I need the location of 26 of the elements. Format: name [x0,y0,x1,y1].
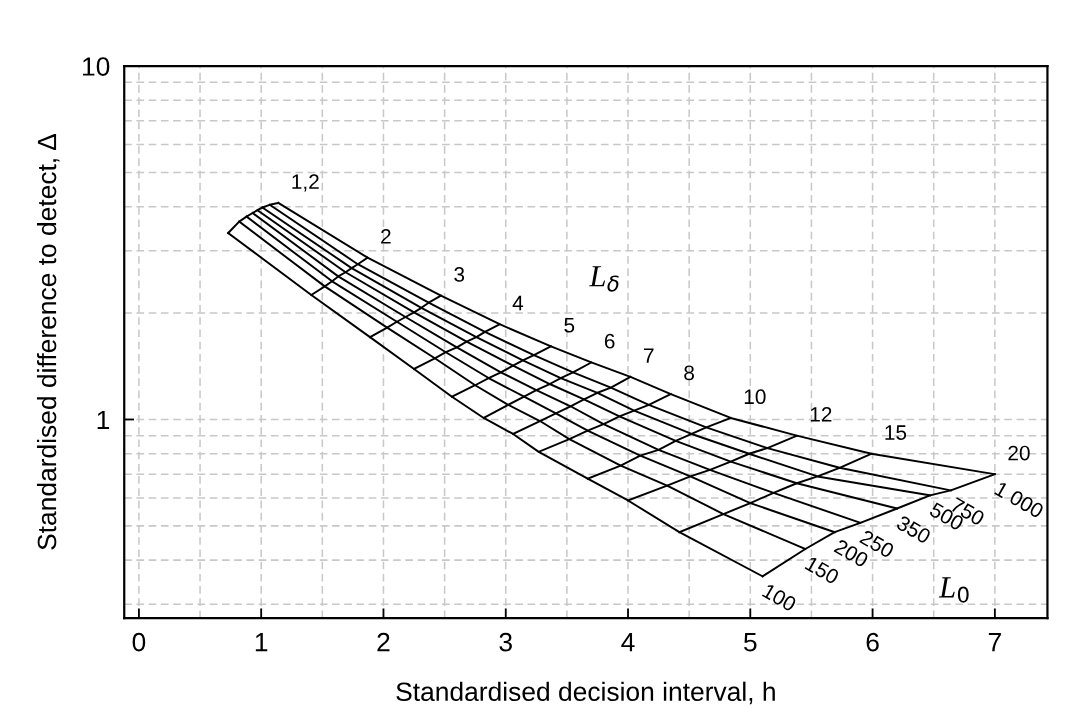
annotation: 8 [684,365,694,381]
annotation: 12 [810,407,832,422]
text: 1 000 [994,481,1045,519]
y-axis-title: Standardised difference to detect, Δ [36,134,60,550]
annotation: 20 [1008,445,1030,461]
x-tick-label: 7 [988,633,1001,652]
x-tick-label: 3 [499,632,512,652]
x-tick-label: 2 [377,632,390,652]
annotation: 10 [744,389,766,405]
annotation: 6 [604,333,615,349]
annotation: L$_{δ}$ [589,266,619,292]
annotation: 1,2 [292,174,319,192]
x-tick-label: 4 [621,633,635,652]
annotation: 2 [381,229,391,244]
x-tick-label: 1 [255,633,268,652]
x-tick-label: 0 [132,632,146,652]
x-axis-title: Standardised decision interval, h [396,681,775,705]
annotation: L$_{0}$ [938,577,969,603]
annotation: 15 [885,425,907,440]
annotation: 7 [644,348,654,363]
annotation: 3 [454,267,465,282]
annotation: 5 [564,318,575,333]
x-tick-label: 5 [744,633,757,652]
annotation: 4 [512,295,524,311]
text: 100 [761,583,798,613]
x-tick-label: 6 [866,632,879,652]
